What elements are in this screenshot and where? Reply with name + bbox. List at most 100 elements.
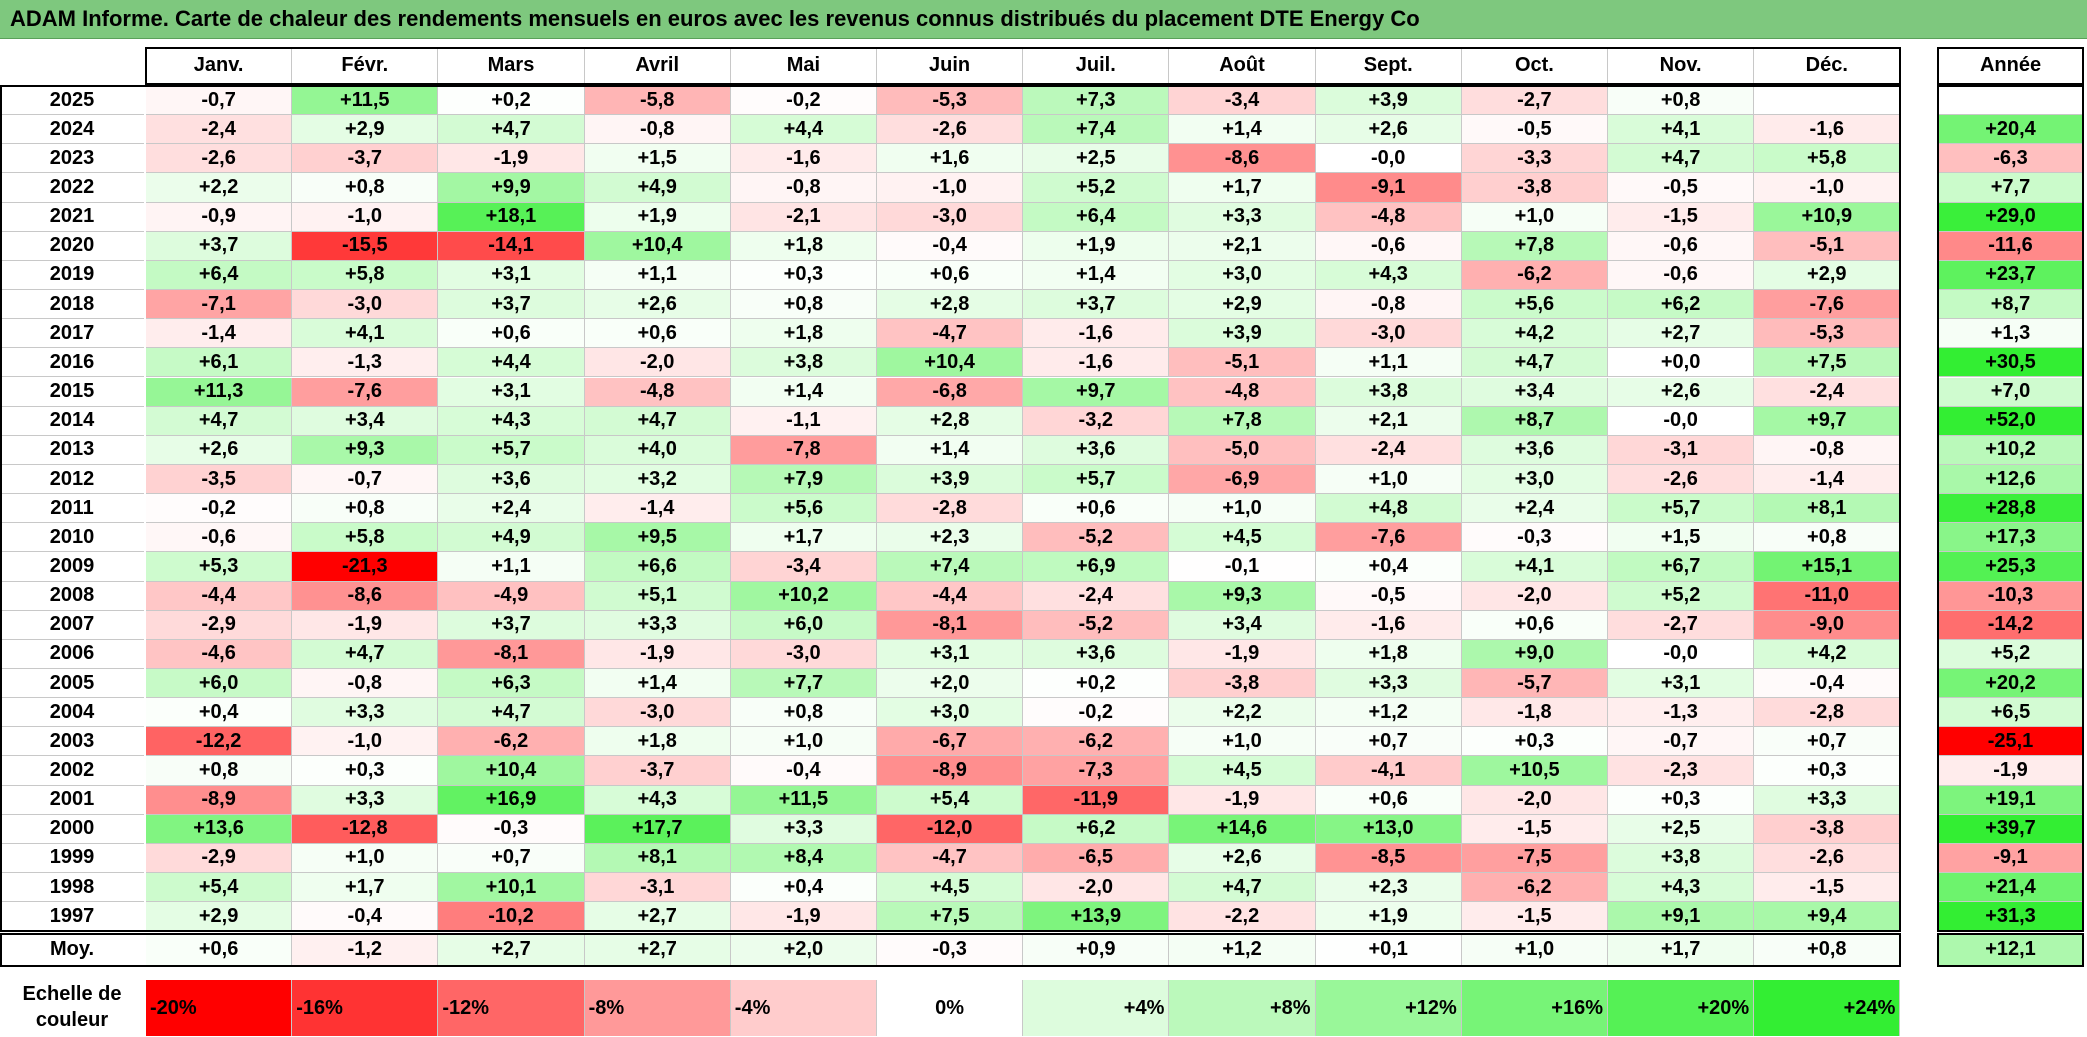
heatmap-cell: -2,3 bbox=[1608, 756, 1755, 786]
heatmap-cell: -2,2 bbox=[1169, 902, 1316, 932]
annual-cell: +21,4 bbox=[1938, 873, 2084, 903]
heatmap-cell: -0,6 bbox=[1608, 231, 1755, 261]
average-cell: +0,9 bbox=[1023, 934, 1170, 966]
heatmap-cell: +0,2 bbox=[1023, 669, 1170, 699]
heatmap-cell: -8,1 bbox=[877, 610, 1024, 640]
heatmap-cell: -1,3 bbox=[292, 348, 439, 378]
annual-cell: +25,3 bbox=[1938, 552, 2084, 582]
heatmap-cell: +0,7 bbox=[1315, 727, 1462, 757]
row-year-label: 2007 bbox=[0, 611, 144, 640]
heatmap-cell: +3,3 bbox=[292, 785, 439, 815]
annual-cell: +31,3 bbox=[1938, 902, 2084, 932]
column-header: Mars bbox=[438, 48, 585, 84]
heatmap-cell: +2,6 bbox=[1608, 377, 1755, 407]
heatmap-cell: -0,5 bbox=[1608, 173, 1755, 203]
heatmap-cell: -2,9 bbox=[146, 610, 293, 640]
heatmap-cell: +5,7 bbox=[438, 435, 585, 465]
heatmap-cell: +0,4 bbox=[146, 698, 293, 728]
heatmap-cell: -8,6 bbox=[292, 581, 439, 611]
heatmap-cell: +9,5 bbox=[584, 523, 731, 553]
heatmap-cell: +2,9 bbox=[1754, 260, 1901, 291]
heatmap-cell: +9,3 bbox=[292, 435, 439, 465]
heatmap-cell: -2,6 bbox=[1608, 464, 1755, 495]
heatmap-cell: +4,4 bbox=[438, 348, 585, 378]
heatmap-cell: +2,0 bbox=[877, 669, 1024, 699]
heatmap-cell: -3,7 bbox=[292, 144, 439, 174]
heatmap-cell: +5,2 bbox=[1023, 173, 1170, 203]
heatmap-cell: -0,8 bbox=[584, 115, 731, 145]
heatmap-cell bbox=[1754, 86, 1901, 116]
heatmap-cell: -0,8 bbox=[730, 173, 877, 203]
heatmap-cell: -11,0 bbox=[1754, 581, 1901, 611]
row-year-label: 2001 bbox=[0, 786, 144, 815]
heatmap-cell: -3,0 bbox=[584, 698, 731, 728]
row-year-label: 2003 bbox=[0, 727, 144, 757]
annual-cell: -14,2 bbox=[1938, 610, 2084, 640]
heatmap-cell: +7,5 bbox=[877, 902, 1024, 932]
heatmap-cell: -0,2 bbox=[146, 494, 293, 524]
annual-cell: +28,8 bbox=[1938, 494, 2084, 524]
heatmap-cell: +3,0 bbox=[1461, 464, 1608, 495]
heatmap-cell: +6,2 bbox=[1608, 290, 1755, 320]
heatmap-cell: -2,4 bbox=[146, 115, 293, 145]
heatmap-cell: -5,1 bbox=[1169, 348, 1316, 378]
heatmap-cell: +4,5 bbox=[877, 873, 1024, 903]
heatmap-cell: -11,9 bbox=[1023, 785, 1170, 815]
heatmap-cell: -2,8 bbox=[1754, 698, 1901, 728]
heatmap-cell: -5,0 bbox=[1169, 435, 1316, 465]
heatmap-cell: -21,3 bbox=[292, 552, 439, 582]
row-year-label: 2009 bbox=[0, 552, 144, 582]
average-cell: -0,3 bbox=[877, 934, 1024, 966]
heatmap-cell: -1,5 bbox=[1754, 873, 1901, 903]
heatmap-cell: +10,2 bbox=[730, 581, 877, 611]
heatmap-cell: +0,8 bbox=[1754, 523, 1901, 553]
heatmap-cell: +1,7 bbox=[292, 873, 439, 903]
heatmap-cell: +5,3 bbox=[146, 552, 293, 582]
heatmap-cell: -3,4 bbox=[1169, 86, 1316, 116]
heatmap-cell: -0,5 bbox=[1461, 115, 1608, 145]
heatmap-cell: +3,3 bbox=[1315, 669, 1462, 699]
heatmap-cell: +3,2 bbox=[584, 464, 731, 495]
heatmap-cell: +8,7 bbox=[1461, 406, 1608, 436]
legend-step: -20% bbox=[146, 980, 293, 1036]
heatmap-cell: +0,8 bbox=[292, 173, 439, 203]
heatmap-cell: -5,8 bbox=[584, 86, 731, 116]
row-year-label: 2015 bbox=[0, 378, 144, 407]
heatmap-cell: +4,3 bbox=[1608, 873, 1755, 903]
column-header: Sept. bbox=[1315, 48, 1462, 84]
legend-step: +4% bbox=[1023, 980, 1170, 1036]
heatmap-cell: +1,9 bbox=[1023, 231, 1170, 261]
row-year-label: 2018 bbox=[0, 290, 144, 320]
heatmap-cell: -8,1 bbox=[438, 639, 585, 669]
annual-cell: +23,7 bbox=[1938, 260, 2084, 291]
heatmap-cell: +4,3 bbox=[584, 785, 731, 815]
heatmap-cell: -2,0 bbox=[1461, 785, 1608, 815]
heatmap-cell: -1,9 bbox=[730, 902, 877, 932]
heatmap-cell: -1,5 bbox=[1461, 902, 1608, 932]
row-year-label: 2016 bbox=[0, 348, 144, 378]
heatmap-cell: +5,6 bbox=[730, 494, 877, 524]
heatmap-cell: -14,1 bbox=[438, 231, 585, 261]
heatmap-cell: +3,1 bbox=[877, 639, 1024, 669]
heatmap-cell: -0,4 bbox=[292, 902, 439, 932]
heatmap-cell: -0,1 bbox=[1169, 552, 1316, 582]
average-cell: +1,0 bbox=[1461, 934, 1608, 966]
heatmap-cell: -1,0 bbox=[1754, 173, 1901, 203]
average-cell: +2,7 bbox=[438, 934, 585, 966]
heatmap-cell: -1,9 bbox=[438, 144, 585, 174]
heatmap-cell: +1,0 bbox=[1169, 727, 1316, 757]
heatmap-cell: +3,6 bbox=[1461, 435, 1608, 465]
column-header: Mai bbox=[730, 48, 877, 84]
heatmap-cell: +10,4 bbox=[877, 348, 1024, 378]
heatmap-cell: -7,8 bbox=[730, 435, 877, 465]
legend-label-line1: Echelle de bbox=[22, 983, 122, 1005]
heatmap-cell: +1,1 bbox=[1315, 348, 1462, 378]
heatmap-cell: +2,9 bbox=[292, 115, 439, 145]
heatmap-cell: +0,8 bbox=[146, 756, 293, 786]
heatmap-cell: +3,4 bbox=[292, 406, 439, 436]
heatmap-cell: -1,4 bbox=[146, 319, 293, 349]
row-year-label: 1999 bbox=[0, 844, 144, 874]
heatmap-cell: +9,7 bbox=[1754, 406, 1901, 436]
chart-title: ADAM Informe. Carte de chaleur des rende… bbox=[10, 6, 1420, 31]
heatmap-cell: +6,6 bbox=[584, 552, 731, 582]
